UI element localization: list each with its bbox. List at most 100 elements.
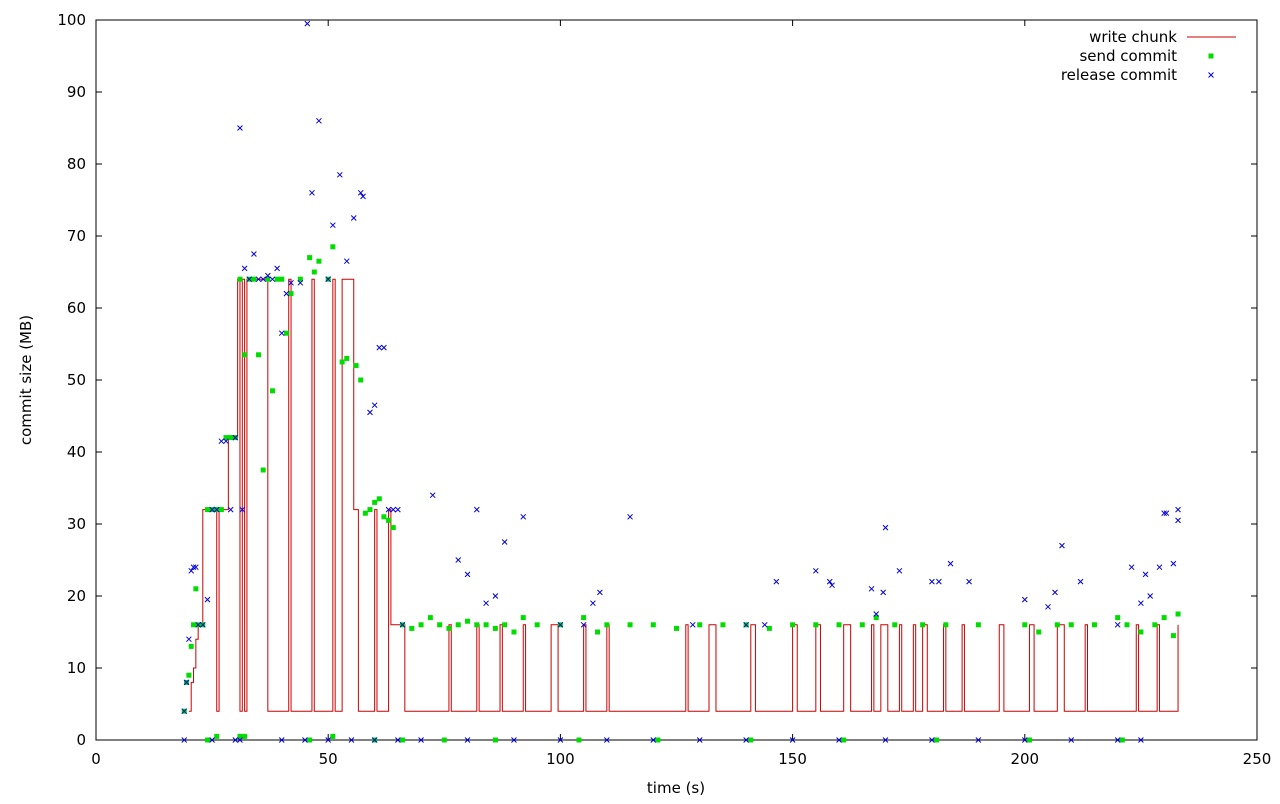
data-point: [246, 276, 253, 283]
data-point: [1091, 622, 1097, 628]
data-point: [339, 359, 345, 365]
data-point: [674, 625, 679, 631]
x-tick-label: 150: [778, 750, 807, 768]
data-point: [316, 258, 322, 264]
data-point: [1077, 578, 1084, 585]
data-point: [1021, 737, 1028, 743]
data-point: [288, 291, 294, 297]
y-tick-label: 50: [67, 371, 86, 389]
data-point: [329, 222, 336, 229]
data-point: [892, 622, 898, 628]
data-point: [418, 622, 424, 628]
data-point: [390, 525, 396, 531]
x-tick-label: 0: [91, 750, 101, 768]
data-point: [188, 567, 195, 574]
data-point: [400, 737, 406, 743]
data-point: [1147, 593, 1154, 599]
data-point: [242, 352, 248, 358]
data-point: [209, 737, 215, 743]
data-point: [534, 622, 540, 628]
data-point: [511, 629, 517, 635]
series-1: [181, 244, 1181, 743]
data-point: [455, 557, 462, 563]
data-point: [773, 578, 780, 585]
series-0: [188, 278, 1179, 712]
data-point: [966, 578, 972, 585]
data-point: [689, 621, 696, 628]
data-point: [483, 600, 489, 607]
data-point: [873, 611, 880, 617]
data-point: [204, 596, 211, 603]
x-tick-label: 50: [319, 750, 338, 768]
data-point: [813, 622, 819, 628]
data-point: [1068, 737, 1075, 743]
data-point: [325, 737, 332, 743]
data-point: [274, 276, 280, 282]
data-point: [232, 737, 239, 743]
data-point: [371, 737, 378, 743]
y-tick-label: 100: [57, 11, 86, 29]
data-point: [520, 513, 527, 520]
data-point: [1161, 615, 1167, 621]
data-point: [239, 506, 246, 513]
data-point: [278, 737, 285, 743]
data-point: [896, 567, 903, 574]
data-point: [520, 615, 526, 621]
data-point: [260, 467, 266, 473]
data-point: [947, 560, 954, 567]
data-point: [1170, 560, 1177, 567]
data-point: [297, 279, 304, 286]
data-point: [934, 737, 940, 743]
data-point: [191, 622, 197, 628]
data-point: [353, 363, 359, 369]
data-point: [409, 625, 415, 631]
data-point: [274, 265, 280, 272]
y-tick-label: 40: [67, 443, 86, 461]
data-point: [812, 567, 819, 574]
data-point: [1175, 506, 1181, 513]
data-point: [237, 737, 243, 743]
data-point: [343, 258, 350, 265]
data-point: [464, 737, 471, 743]
data-point: [473, 506, 480, 513]
x-tick-label: 100: [546, 750, 575, 768]
data-point: [399, 621, 406, 628]
y-tick-label: 0: [76, 731, 86, 749]
data-point: [223, 438, 229, 445]
data-point: [464, 571, 471, 578]
data-point: [826, 578, 833, 585]
data-point: [1054, 622, 1060, 628]
data-point: [502, 622, 508, 628]
y-tick-label: 20: [67, 587, 86, 605]
data-point: [348, 737, 355, 743]
data-point: [279, 276, 285, 282]
data-point: [836, 622, 842, 628]
data-point: [557, 621, 564, 628]
data-point: [427, 615, 433, 621]
data-point: [859, 622, 865, 628]
data-point: [790, 622, 796, 628]
data-point: [325, 276, 332, 283]
data-point: [213, 506, 220, 513]
data-point: [228, 435, 234, 441]
data-point: [330, 733, 336, 739]
data-point: [576, 737, 582, 743]
data-point: [650, 622, 656, 628]
data-point: [269, 388, 275, 394]
data-point: [492, 737, 498, 743]
data-point: [880, 589, 887, 596]
data-point: [288, 279, 294, 286]
data-point: [371, 402, 378, 409]
data-point: [264, 272, 271, 279]
data-point: [492, 625, 498, 631]
data-point: [511, 737, 517, 743]
y-tick-label: 90: [67, 83, 86, 101]
data-point: [302, 737, 308, 743]
data-point: [492, 593, 499, 599]
data-point: [418, 737, 424, 743]
data-point: [474, 622, 480, 628]
data-point: [1163, 510, 1170, 517]
data-point: [358, 377, 364, 383]
data-point: [186, 672, 192, 678]
data-point: [344, 355, 350, 361]
